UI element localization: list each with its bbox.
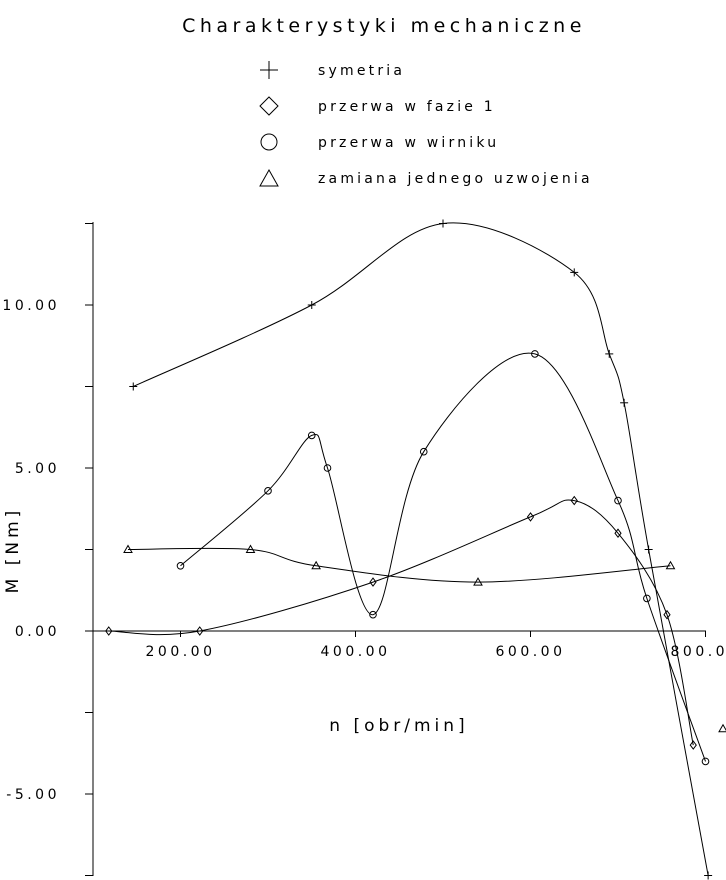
x-tick-label: 400.00	[321, 644, 391, 660]
series-plus	[129, 219, 713, 880]
x-tick-label: 200.00	[146, 644, 216, 660]
y-tick-label: 0.00	[15, 624, 60, 640]
data-point	[665, 560, 676, 570]
data-point	[307, 431, 316, 440]
data-point	[689, 740, 697, 750]
data-point	[196, 626, 204, 636]
series-triangle	[123, 544, 726, 733]
legend: symetria przerwa w fazie 1 przerwa w wirni…	[259, 61, 593, 187]
data-point	[473, 577, 483, 586]
data-point	[369, 577, 377, 587]
legend-marker-circle	[260, 133, 278, 151]
series-line	[108, 499, 694, 746]
data-point	[643, 594, 651, 603]
x-tick-label: 600.00	[496, 644, 566, 660]
x-axis-label: n [obr/min]	[329, 716, 468, 736]
series-line	[133, 222, 709, 876]
series-layer	[105, 219, 726, 880]
data-point	[245, 544, 256, 553]
data-point	[614, 528, 622, 539]
series-line	[180, 352, 706, 762]
ticks-layer: 200.00 400.00 600.00 800.00 10.00 5.00 0.00 -5.…	[2, 223, 726, 876]
y-tick-label: 5.00	[15, 461, 60, 477]
y-tick-label: 10.00	[2, 298, 60, 314]
data-point	[439, 219, 447, 228]
data-point	[663, 609, 671, 620]
series-circle	[176, 350, 710, 766]
data-point	[123, 544, 133, 553]
data-point	[701, 757, 710, 766]
data-point	[614, 496, 622, 505]
data-point	[419, 447, 428, 456]
data-point	[570, 495, 578, 506]
data-point	[311, 560, 321, 570]
data-point	[307, 301, 316, 309]
data-point	[323, 464, 332, 472]
legend-label: symetria	[318, 63, 405, 79]
data-point	[570, 268, 579, 277]
data-point	[105, 626, 113, 636]
legend-marker-diamond	[259, 96, 279, 116]
legend-label: przerwa w fazie 1	[318, 99, 496, 115]
data-point	[176, 562, 185, 570]
data-point	[718, 723, 726, 733]
y-axis-label: M [Nm]	[3, 507, 23, 594]
chart-title: Charakterystyki mechaniczne	[182, 15, 586, 37]
series-line	[127, 547, 671, 583]
data-point	[129, 382, 138, 391]
legend-marker-triangle	[259, 168, 279, 187]
data-point	[264, 487, 272, 495]
legend-label: przerwa w wirniku	[318, 135, 499, 151]
series-diamond	[105, 495, 697, 750]
data-point	[644, 545, 653, 554]
data-point	[605, 349, 614, 358]
legend-label: zamiana jednego uzwojenia	[318, 171, 593, 187]
data-point	[531, 350, 539, 358]
y-tick-label: -5.00	[6, 787, 60, 803]
legend-marker-plus	[260, 61, 278, 79]
data-point	[620, 398, 629, 407]
data-point	[526, 512, 535, 522]
data-point	[369, 610, 377, 619]
data-point	[704, 871, 713, 880]
x-tick-label: 800.00	[671, 644, 726, 660]
